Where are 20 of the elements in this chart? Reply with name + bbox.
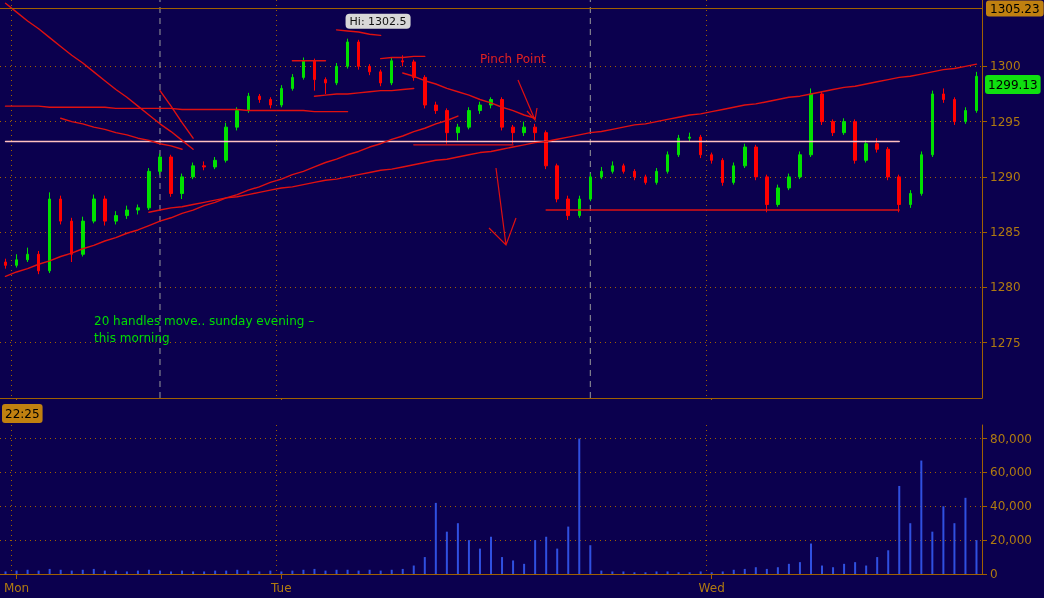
y-tick-label: 1300 bbox=[990, 59, 1021, 74]
text: 22:25 bbox=[5, 406, 40, 421]
ref-line-label: 1305.23 bbox=[990, 1, 1040, 16]
y-tick-label: 20,000 bbox=[990, 533, 1032, 548]
y-tick-label: 0 bbox=[990, 567, 998, 581]
x-tick-label: Mon bbox=[3, 581, 30, 595]
y-tick-label: 1275 bbox=[990, 335, 1021, 350]
y-tick-label: 1290 bbox=[990, 169, 1021, 184]
y-tick-label: 40,000 bbox=[990, 499, 1032, 514]
annotation: Pinch Point bbox=[480, 51, 547, 66]
text: 1299.13 bbox=[988, 77, 1038, 92]
y-tick-label: 80,000 bbox=[990, 431, 1032, 446]
y-tick-label: 1295 bbox=[990, 114, 1021, 129]
x-tick-label: Wed bbox=[698, 581, 725, 595]
y-tick-label: 1285 bbox=[990, 225, 1021, 240]
y-tick-label: 1280 bbox=[990, 280, 1021, 295]
x-tick-label: Tue bbox=[270, 581, 292, 595]
y-tick-label: 60,000 bbox=[990, 465, 1032, 480]
annotation: Hi: 1302.5 bbox=[349, 14, 407, 28]
annotation: 20 handles move.. sunday evening – this morning bbox=[94, 313, 319, 345]
